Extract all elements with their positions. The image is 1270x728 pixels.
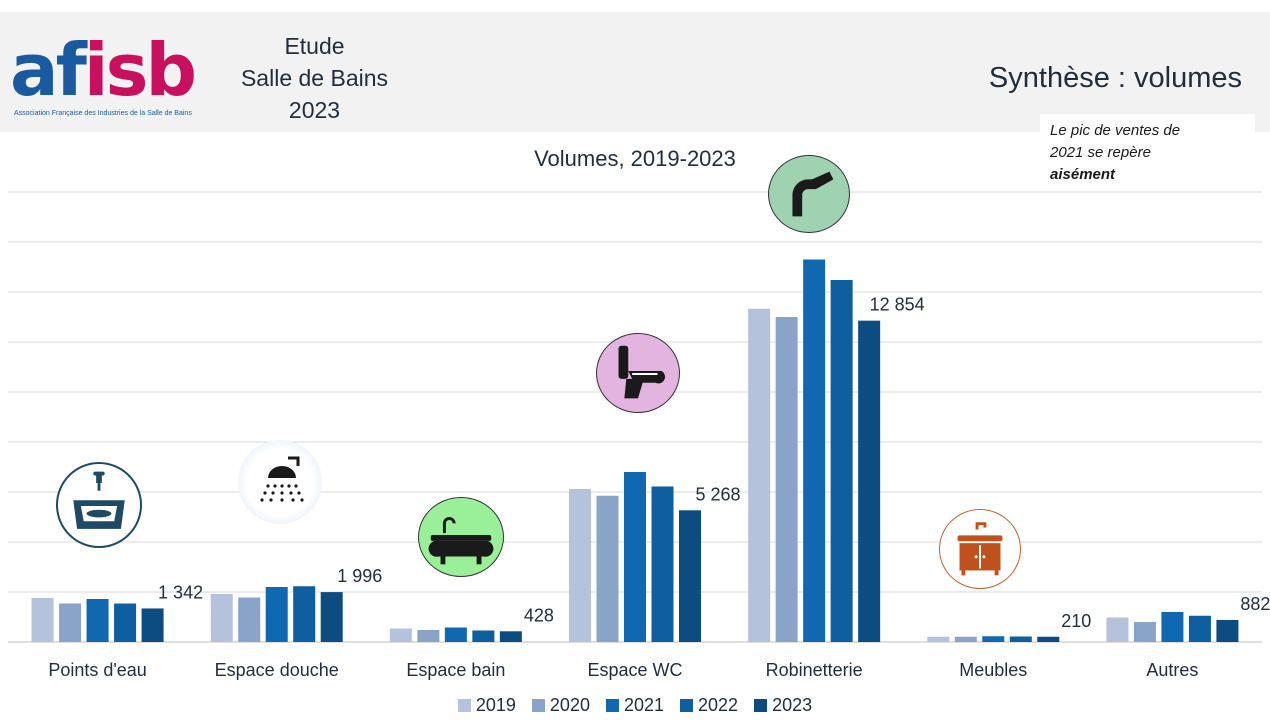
legend-label-2022: 2022 xyxy=(698,695,739,715)
bar-2023 xyxy=(1216,619,1239,642)
study-title: Etude Salle de Bains 2023 xyxy=(232,30,397,126)
note-line-2: 2021 se repère xyxy=(1050,144,1151,161)
data-label: 12 854 xyxy=(870,295,925,315)
study-line-2: Salle de Bains xyxy=(240,65,389,91)
data-label: 882 xyxy=(1240,594,1270,614)
faucet-icon xyxy=(768,155,850,233)
logo-subtitle: Association Française des Industries de … xyxy=(14,110,192,117)
bar-2021 xyxy=(86,599,109,642)
header-band xyxy=(0,12,1270,132)
bar-2022 xyxy=(114,603,137,642)
study-line-3: 2023 xyxy=(288,97,341,123)
category-label: Meubles xyxy=(959,660,1027,680)
study-line-1: Etude xyxy=(284,33,345,59)
bar-2022 xyxy=(472,630,495,642)
legend-item-2020: 2020 xyxy=(531,695,590,716)
legend-label-2021: 2021 xyxy=(623,695,665,715)
legend-label-2023: 2023 xyxy=(772,695,813,715)
category-label: Espace douche xyxy=(215,660,339,680)
note-line-1: Le pic de ventes de xyxy=(1050,122,1181,139)
legend-item-2021: 2021 xyxy=(605,695,665,716)
bar-2019 xyxy=(31,598,54,642)
bar-2022 xyxy=(651,486,674,642)
bar-2021 xyxy=(1161,612,1184,642)
bar-2020 xyxy=(1133,622,1156,642)
note-line-3: aisément xyxy=(1050,166,1116,183)
legend-swatch-2021 xyxy=(605,699,619,712)
legend-swatch-2022 xyxy=(680,699,694,712)
bar-2023 xyxy=(320,592,343,642)
bar-2020 xyxy=(596,495,619,642)
annotation-note: Le pic de ventes de 2021 se repère aisém… xyxy=(1040,114,1255,188)
data-label: 5 268 xyxy=(695,484,740,504)
legend-item-2019: 2019 xyxy=(457,695,516,716)
bar-2023 xyxy=(499,631,522,642)
bar-2022 xyxy=(1009,636,1032,642)
toilet-icon xyxy=(596,333,680,413)
data-label: 210 xyxy=(1061,611,1091,631)
data-label: 1 342 xyxy=(158,582,203,602)
category-label: Robinetterie xyxy=(766,660,863,680)
bar-2019 xyxy=(389,628,412,642)
data-label: 1 996 xyxy=(337,566,382,586)
legend-label-2020: 2020 xyxy=(549,695,590,715)
bar-2020 xyxy=(954,636,977,642)
washbasin-icon xyxy=(56,462,142,548)
legend-item-2023: 2023 xyxy=(754,695,812,716)
bar-2019 xyxy=(1106,617,1129,642)
category-label: Points d'eau xyxy=(48,660,147,680)
category-label: Autres xyxy=(1146,660,1198,680)
slide-title: Synthèse : volumes xyxy=(988,62,1242,94)
category-label: Espace bain xyxy=(406,660,505,680)
bar-2022 xyxy=(293,586,316,642)
bar-2023 xyxy=(679,510,701,642)
data-label: 428 xyxy=(524,605,554,625)
bar-2021 xyxy=(265,587,288,642)
legend-item-2022: 2022 xyxy=(680,695,738,716)
bar-2019 xyxy=(927,636,950,642)
bar-2023 xyxy=(141,608,164,642)
bar-2021 xyxy=(803,259,826,642)
logo-wordmark: afisb xyxy=(10,28,197,112)
bar-2021 xyxy=(444,627,467,642)
bar-2019 xyxy=(569,489,591,642)
bar-2023 xyxy=(1037,636,1060,642)
chart-legend: 2019 2020 2021 2022 2023 xyxy=(0,695,1270,716)
bar-2022 xyxy=(1188,615,1211,642)
bar-2019 xyxy=(748,308,771,642)
legend-swatch-2019 xyxy=(457,699,471,712)
legend-label-2019: 2019 xyxy=(475,695,516,715)
bar-2020 xyxy=(238,597,261,642)
afisb-logo: afisb Association Française des Industri… xyxy=(10,30,222,120)
bar-2020 xyxy=(59,603,82,642)
shower-icon xyxy=(238,440,322,524)
bar-2020 xyxy=(775,317,798,642)
bar-2023 xyxy=(858,320,881,642)
bar-2020 xyxy=(417,630,440,642)
bar-2022 xyxy=(830,280,853,642)
bar-2019 xyxy=(210,594,233,642)
vanity-cabinet-icon xyxy=(939,509,1021,589)
legend-swatch-2023 xyxy=(754,699,768,712)
bar-2021 xyxy=(624,472,646,642)
legend-swatch-2020 xyxy=(531,699,545,712)
bathtub-icon xyxy=(418,497,504,577)
category-label: Espace WC xyxy=(587,660,682,680)
chart-title: Volumes, 2019-2023 xyxy=(534,146,736,171)
bar-2021 xyxy=(982,636,1005,642)
